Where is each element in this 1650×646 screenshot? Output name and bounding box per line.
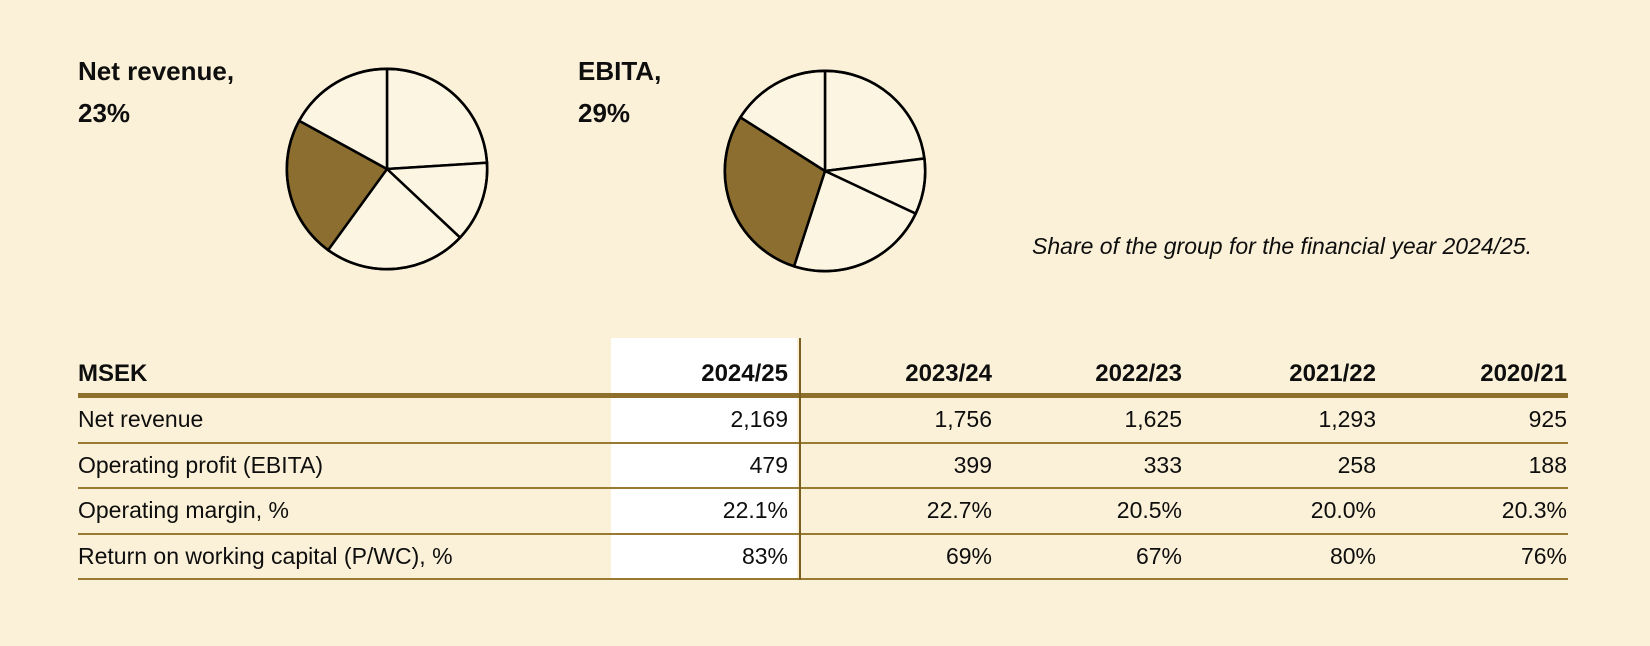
column-header-2024-25: 2024/25 bbox=[701, 360, 788, 387]
table-row: Net revenue 2,169 1,756 1,625 1,293 925 bbox=[78, 398, 1568, 444]
table-header-row: MSEK 2024/25 2023/24 2022/23 2021/22 202… bbox=[78, 336, 1568, 398]
row-label: Return on working capital (P/WC), % bbox=[78, 542, 453, 569]
cell-value: 1,625 bbox=[1124, 406, 1182, 433]
chart-caption: Share of the group for the financial yea… bbox=[1032, 233, 1532, 259]
cell-value: 1,293 bbox=[1318, 406, 1376, 433]
cell-value: 258 bbox=[1337, 451, 1376, 478]
table-row: Operating margin, % 22.1% 22.7% 20.5% 20.0% 2… bbox=[78, 489, 1568, 535]
cell-value: 399 bbox=[953, 451, 992, 478]
cell-value: 76% bbox=[1520, 542, 1567, 569]
cell-value: 20.0% bbox=[1310, 497, 1376, 524]
cell-value: 2,169 bbox=[730, 406, 788, 433]
cell-value: 333 bbox=[1143, 451, 1182, 478]
cell-value: 22.7% bbox=[926, 497, 992, 524]
table-row: Return on working capital (P/WC), % 83% 69… bbox=[78, 535, 1568, 580]
net-revenue-pie-label-line1: Net revenue, bbox=[78, 56, 235, 86]
table-grid: MSEK 2024/25 2023/24 2022/23 2021/22 202… bbox=[78, 336, 1568, 580]
column-header-2022-23: 2022/23 bbox=[1095, 360, 1182, 387]
cell-value: 69% bbox=[945, 542, 992, 569]
column-header-2023-24: 2023/24 bbox=[905, 360, 992, 387]
pie-outline bbox=[723, 69, 927, 273]
ebita-pie-chart bbox=[723, 69, 927, 273]
column-divider-line bbox=[799, 338, 801, 580]
pie-slice bbox=[823, 69, 926, 173]
cell-value: 83% bbox=[741, 542, 788, 569]
pie-slice bbox=[385, 67, 489, 171]
row-label: Net revenue bbox=[78, 406, 204, 433]
pie-outline bbox=[285, 67, 489, 271]
ebita-pie-label-line2: 29% bbox=[578, 98, 631, 128]
net-revenue-pie-label-line2: 23% bbox=[78, 98, 131, 128]
row-label: Operating profit (EBITA) bbox=[78, 451, 323, 478]
cell-value: 22.1% bbox=[722, 497, 788, 524]
cell-value: 80% bbox=[1329, 542, 1376, 569]
cell-value: 925 bbox=[1528, 406, 1567, 433]
highlighted-column-background bbox=[611, 338, 797, 580]
ebita-pie-label-line1: EBITA, bbox=[578, 56, 662, 86]
cell-value: 20.3% bbox=[1501, 497, 1567, 524]
column-header-msek: MSEK bbox=[78, 360, 148, 387]
net-revenue-pie-chart bbox=[285, 67, 489, 271]
net-revenue-pie-label: Net revenue, 23% bbox=[78, 50, 234, 134]
column-header-2021-22: 2021/22 bbox=[1289, 360, 1376, 387]
cell-value: 67% bbox=[1135, 542, 1182, 569]
cell-value: 1,756 bbox=[934, 406, 992, 433]
cell-value: 20.5% bbox=[1116, 497, 1182, 524]
column-header-2020-21: 2020/21 bbox=[1480, 360, 1567, 387]
cell-value: 479 bbox=[749, 451, 788, 478]
table-body: Net revenue 2,169 1,756 1,625 1,293 925 Operat… bbox=[78, 398, 1568, 580]
ebita-pie-label: EBITA, 29% bbox=[578, 50, 661, 134]
table-row: Operating profit (EBITA) 479 399 333 258 188 bbox=[78, 444, 1568, 489]
row-label: Operating margin, % bbox=[78, 497, 289, 524]
key-figures-table: MSEK 2024/25 2023/24 2022/23 2021/22 202… bbox=[78, 336, 1568, 580]
cell-value: 188 bbox=[1528, 451, 1567, 478]
